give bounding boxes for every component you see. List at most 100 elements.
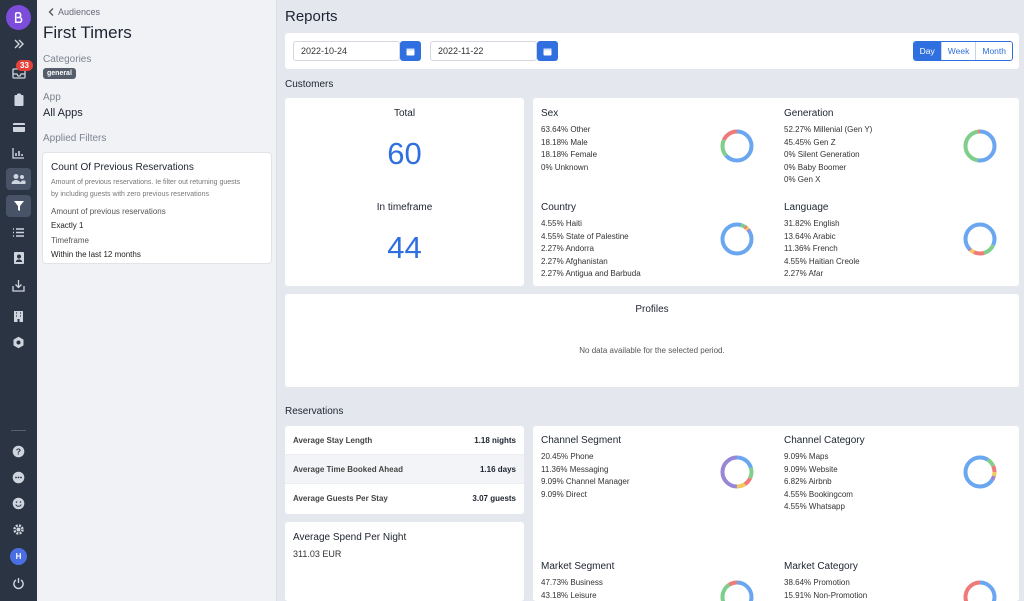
calendar-icon bbox=[406, 48, 415, 55]
stat-line: 2.27% Antigua and Barbuda bbox=[541, 269, 641, 278]
stat-line: 31.82% English bbox=[784, 219, 840, 228]
stat-line: 43.18% Leisure bbox=[541, 590, 597, 600]
stat-line: 18.18% Male bbox=[541, 137, 588, 147]
average-value: 1.18 nights bbox=[474, 435, 516, 445]
stat-line: 11.36% French bbox=[784, 244, 838, 253]
totals-card: Total 60 In timeframe 44 bbox=[285, 98, 524, 286]
download-icon[interactable] bbox=[6, 274, 31, 296]
channels-card: Channel Segment 20.45% Phone 11.36% Messa… bbox=[533, 426, 1019, 601]
avatar[interactable]: H bbox=[10, 548, 27, 565]
building-icon[interactable] bbox=[6, 305, 31, 327]
donut-slice bbox=[963, 455, 997, 489]
power-icon[interactable] bbox=[6, 572, 31, 594]
app-logo-icon[interactable] bbox=[6, 5, 31, 30]
calendar-from-button[interactable] bbox=[400, 41, 421, 61]
average-row: Average Stay Length 1.18 nights bbox=[285, 426, 524, 455]
stat-line: 9.09% Maps bbox=[784, 452, 829, 461]
donut-slice bbox=[720, 580, 754, 601]
stat-line: 6.82% Airbnb bbox=[784, 477, 832, 486]
calendar-to-button[interactable] bbox=[537, 41, 558, 61]
icon-rail: 33 ? H bbox=[0, 0, 37, 601]
donut-slice bbox=[720, 222, 754, 256]
generation-list: 52.27% Millenial (Gen Y) 45.45% Gen Z 0% S… bbox=[784, 124, 872, 187]
filter-card[interactable]: Count Of Previous Reservations Amount of… bbox=[42, 152, 272, 264]
channel-segment-donut-chart bbox=[720, 455, 754, 489]
profiles-card: Profiles No data available for the selec… bbox=[285, 294, 1019, 387]
stat-line: 63.64% Other bbox=[541, 125, 591, 134]
donut-slice bbox=[963, 455, 997, 489]
donut-slice bbox=[963, 129, 997, 163]
donut-slice bbox=[720, 129, 754, 163]
stat-line: 9.09% Channel Manager bbox=[541, 477, 630, 486]
filter-timeframe-label: Timeframe bbox=[51, 236, 89, 245]
profiles-empty-message: No data available for the selected perio… bbox=[579, 346, 725, 355]
granularity-month-button[interactable]: Month bbox=[975, 42, 1012, 60]
generation-title: Generation bbox=[784, 108, 834, 119]
donut-slice bbox=[720, 455, 754, 489]
analytics-icon[interactable] bbox=[6, 142, 31, 164]
granularity-day-button[interactable]: Day bbox=[913, 42, 941, 60]
clipboard-icon[interactable] bbox=[6, 89, 31, 111]
date-to-input[interactable]: 2022-11-22 bbox=[430, 41, 537, 61]
reservations-section-title: Reservations bbox=[285, 406, 344, 417]
stat-line: 52.27% Millenial (Gen Y) bbox=[784, 125, 873, 134]
stat-line: 15.91% Non-Promotion bbox=[784, 590, 868, 600]
average-label: Average Stay Length bbox=[293, 435, 373, 445]
stat-line: 0% Gen X bbox=[784, 175, 821, 184]
help-icon[interactable]: ? bbox=[6, 440, 31, 462]
total-value: 60 bbox=[387, 136, 422, 171]
back-link[interactable]: Audiences bbox=[48, 7, 100, 17]
filter-icon[interactable] bbox=[6, 195, 31, 217]
average-row: Average Guests Per Stay 3.07 guests bbox=[285, 484, 524, 513]
donut-slice bbox=[963, 222, 997, 256]
average-label: Average Guests Per Stay bbox=[293, 494, 388, 503]
language-title: Language bbox=[784, 202, 829, 213]
spend-value: 311.03 EUR bbox=[293, 549, 342, 559]
stat-line: 9.09% Website bbox=[784, 464, 838, 474]
expand-icon[interactable] bbox=[6, 33, 31, 55]
channel-segment-title: Channel Segment bbox=[541, 435, 622, 446]
list-icon[interactable] bbox=[6, 221, 31, 243]
calendar-icon bbox=[543, 48, 552, 55]
stat-line: 9.09% Direct bbox=[541, 489, 587, 499]
donut-slice bbox=[720, 455, 754, 489]
market-segment-donut-chart bbox=[720, 580, 754, 601]
channel-category-donut-chart bbox=[963, 455, 997, 489]
smiley-icon[interactable] bbox=[6, 492, 31, 514]
donut-slice bbox=[963, 580, 997, 601]
sex-title: Sex bbox=[541, 108, 559, 119]
in-timeframe-label: In timeframe bbox=[376, 202, 433, 213]
stat-line: 4.55% Haitian Creole bbox=[784, 256, 860, 266]
contact-card-icon[interactable] bbox=[6, 247, 31, 269]
channel-category-title: Channel Category bbox=[784, 435, 865, 446]
stat-line: 4.55% State of Palestine bbox=[541, 231, 629, 241]
settings-hex-icon[interactable] bbox=[6, 331, 31, 353]
page-title: Reports bbox=[285, 8, 338, 25]
category-tag: general bbox=[43, 68, 76, 79]
gear-icon[interactable] bbox=[6, 518, 31, 540]
sex-list: 63.64% Other 18.18% Male 18.18% Female 0% U… bbox=[541, 124, 597, 174]
stat-line: 47.73% Business bbox=[541, 578, 603, 587]
filter-description-line: by including guests with zero previous r… bbox=[51, 191, 209, 198]
demographics-card: Sex 63.64% Other 18.18% Male 18.18% Female… bbox=[533, 98, 1019, 286]
spend-title: Average Spend Per Night bbox=[293, 532, 407, 543]
granularity-week-button[interactable]: Week bbox=[940, 42, 976, 60]
audience-panel: Audiences First Timers Categories genera… bbox=[37, 0, 277, 601]
average-value: 3.07 guests bbox=[472, 494, 516, 503]
stat-line: 4.55% Bookingcom bbox=[784, 489, 853, 499]
card-icon[interactable] bbox=[6, 116, 31, 138]
country-title: Country bbox=[541, 202, 577, 213]
customers-section-title: Customers bbox=[285, 79, 334, 90]
date-range-bar: 2022-10-24 2022-11-22 Day Week Month bbox=[285, 33, 1019, 69]
total-label: Total bbox=[393, 108, 416, 119]
donut-slice bbox=[720, 129, 754, 163]
date-from-input[interactable]: 2022-10-24 bbox=[293, 41, 400, 61]
donut-slice bbox=[720, 580, 754, 601]
language-list: 31.82% English 13.64% Arabic 11.36% French… bbox=[784, 218, 860, 281]
sex-donut-chart bbox=[720, 129, 754, 163]
rail-divider bbox=[11, 430, 26, 431]
filter-timeframe-value: Within the last 12 months bbox=[51, 250, 141, 259]
audiences-icon[interactable] bbox=[6, 168, 31, 190]
chat-icon[interactable] bbox=[6, 466, 31, 488]
language-donut-chart bbox=[963, 222, 997, 256]
